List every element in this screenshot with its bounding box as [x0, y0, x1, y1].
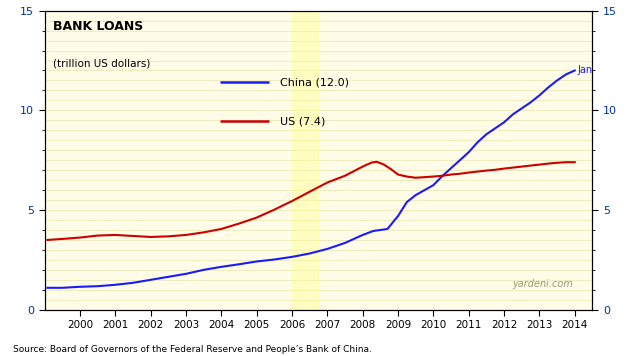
Text: (trillion US dollars): (trillion US dollars) — [53, 58, 150, 68]
Bar — [292, 11, 318, 310]
Text: BANK LOANS: BANK LOANS — [53, 20, 143, 33]
Text: Source: Board of Governors of the Federal Reserve and People’s Bank of China.: Source: Board of Governors of the Federa… — [13, 345, 371, 354]
Text: yardeni.com: yardeni.com — [512, 279, 573, 289]
Text: Jan: Jan — [578, 66, 592, 75]
Text: US (7.4): US (7.4) — [280, 116, 326, 126]
Text: China (12.0): China (12.0) — [280, 78, 349, 88]
